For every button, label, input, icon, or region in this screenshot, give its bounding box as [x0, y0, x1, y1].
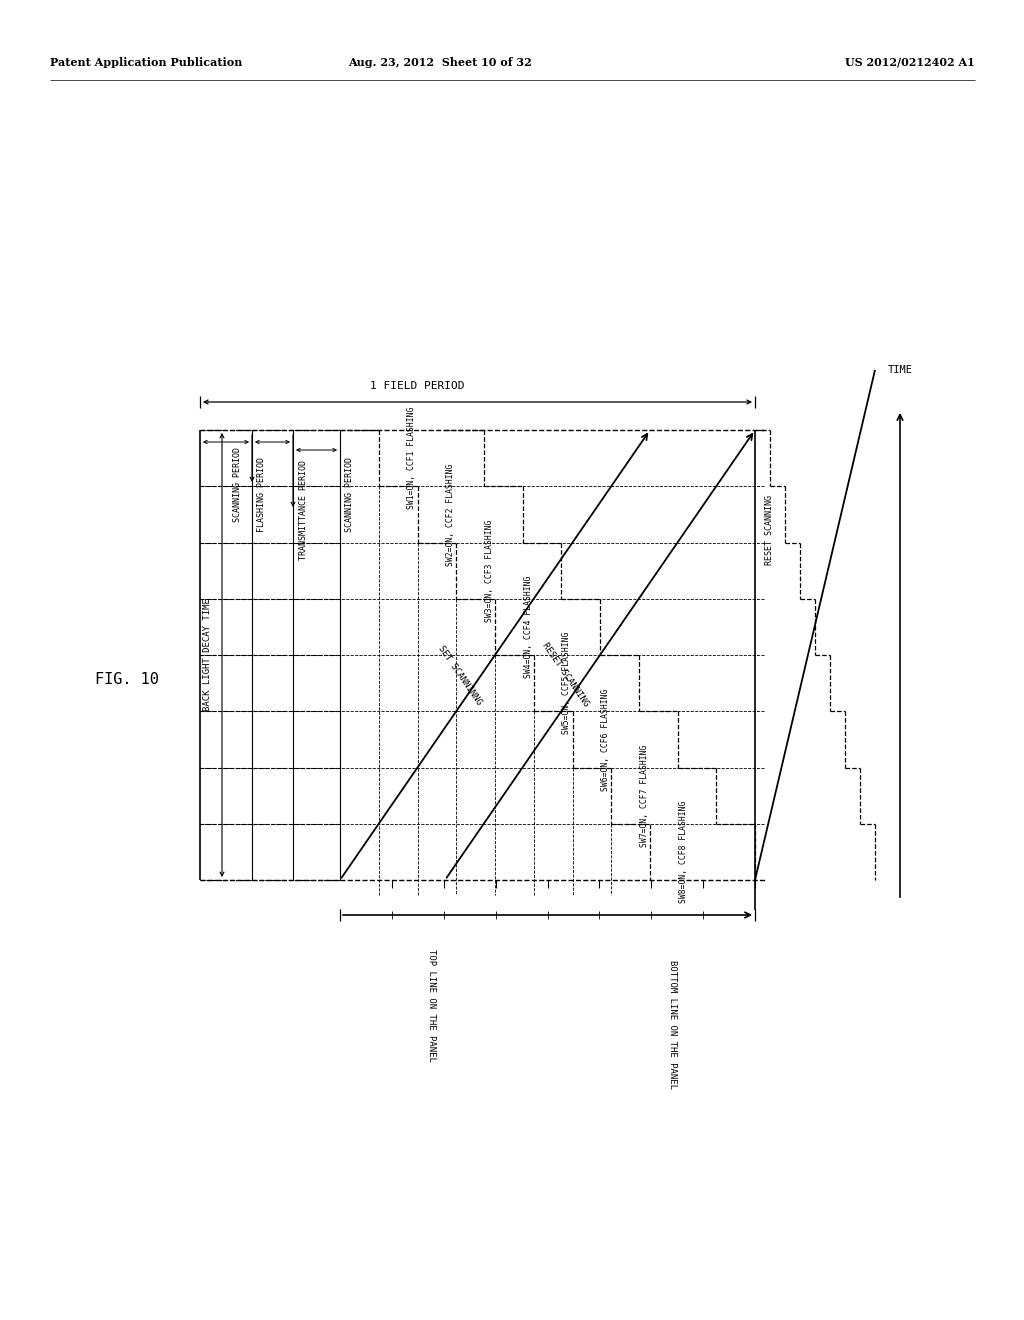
Text: 1 FIELD PERIOD: 1 FIELD PERIOD	[371, 381, 465, 391]
Text: TRANSMITTANCE PERIOD: TRANSMITTANCE PERIOD	[299, 459, 307, 560]
Text: SW8=ON, CCF8 FLASHING: SW8=ON, CCF8 FLASHING	[679, 801, 688, 903]
Text: BACK LIGHT DECAY TIME: BACK LIGHT DECAY TIME	[204, 598, 213, 711]
Text: RESET SCANNING: RESET SCANNING	[540, 642, 590, 709]
Text: SET SCANNINNG: SET SCANNINNG	[436, 644, 483, 706]
Text: Aug. 23, 2012  Sheet 10 of 32: Aug. 23, 2012 Sheet 10 of 32	[348, 57, 531, 67]
Text: US 2012/0212402 A1: US 2012/0212402 A1	[845, 57, 975, 67]
Text: SCANNING PERIOD: SCANNING PERIOD	[345, 458, 354, 532]
Text: SCANNING PERIOD: SCANNING PERIOD	[233, 447, 243, 523]
Text: BOTTOM LINE ON THE PANEL: BOTTOM LINE ON THE PANEL	[668, 961, 677, 1089]
Text: SW4=ON, CCF4 FLASHING: SW4=ON, CCF4 FLASHING	[523, 576, 532, 678]
Text: SW2=ON, CCF2 FLASHING: SW2=ON, CCF2 FLASHING	[446, 463, 455, 565]
Text: TOP LINE ON THE PANEL: TOP LINE ON THE PANEL	[427, 949, 436, 1061]
Text: TIME: TIME	[888, 366, 912, 375]
Text: SW3=ON, CCF3 FLASHING: SW3=ON, CCF3 FLASHING	[485, 520, 494, 622]
Text: SW6=ON, CCF6 FLASHING: SW6=ON, CCF6 FLASHING	[601, 688, 610, 791]
Text: Patent Application Publication: Patent Application Publication	[50, 57, 243, 67]
Text: FLASHING PERIOD: FLASHING PERIOD	[257, 458, 266, 532]
Text: SW5=ON, CCF5 FLASHING: SW5=ON, CCF5 FLASHING	[562, 632, 571, 734]
Text: RESET SCANNING: RESET SCANNING	[766, 495, 774, 565]
Text: FIG. 10: FIG. 10	[95, 672, 159, 688]
Text: SW1=ON, CCF1 FLASHING: SW1=ON, CCF1 FLASHING	[408, 407, 417, 510]
Text: SW7=ON, CCF7 FLASHING: SW7=ON, CCF7 FLASHING	[640, 744, 649, 847]
